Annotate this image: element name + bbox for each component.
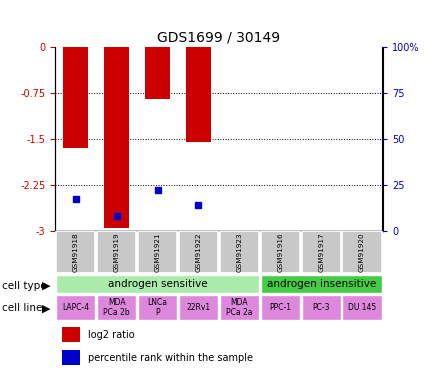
Text: GSM91920: GSM91920 [359,232,365,272]
Text: MDA
PCa 2b: MDA PCa 2b [103,298,130,317]
Text: GSM91921: GSM91921 [155,232,161,272]
Bar [261,295,300,320]
Text: GSM91919: GSM91919 [113,232,119,272]
Bar [62,350,80,364]
Text: MDA
PCa 2a: MDA PCa 2a [226,298,252,317]
Text: GSM91916: GSM91916 [277,232,283,272]
Bar [97,295,136,320]
Text: PPC-1: PPC-1 [269,303,291,312]
Bar [62,327,80,342]
Bar [261,275,382,293]
Text: ▶: ▶ [42,281,50,291]
Text: androgen insensitive: androgen insensitive [266,279,376,289]
Bar [301,231,341,273]
Text: cell line: cell line [2,303,42,313]
Bar [56,295,95,320]
Bar [343,295,382,320]
Text: PC-3: PC-3 [312,303,330,312]
Text: GSM91918: GSM91918 [73,232,79,272]
Bar [63,47,88,148]
Text: androgen sensitive: androgen sensitive [108,279,207,289]
Text: percentile rank within the sample: percentile rank within the sample [88,352,253,363]
Text: 22Rv1: 22Rv1 [186,303,210,312]
Text: log2 ratio: log2 ratio [88,330,135,340]
Title: GDS1699 / 30149: GDS1699 / 30149 [157,30,280,44]
Bar [97,231,136,273]
Bar [261,231,300,273]
Text: DU 145: DU 145 [348,303,376,312]
Bar [104,47,129,228]
Bar [343,231,382,273]
Bar [301,295,341,320]
Bar [186,47,211,142]
Text: ▶: ▶ [42,303,50,313]
Text: GSM91922: GSM91922 [196,232,201,272]
Bar [220,295,259,320]
Text: LAPC-4: LAPC-4 [62,303,89,312]
Bar [56,231,95,273]
Text: GSM91917: GSM91917 [318,232,324,272]
Text: GSM91923: GSM91923 [236,232,242,272]
Bar [220,231,259,273]
Text: cell type: cell type [2,281,47,291]
Bar [179,295,218,320]
Bar [56,275,259,293]
Bar [179,231,218,273]
Bar [138,295,177,320]
Bar [138,231,177,273]
Bar [145,47,170,99]
Text: LNCa
P: LNCa P [147,298,167,317]
